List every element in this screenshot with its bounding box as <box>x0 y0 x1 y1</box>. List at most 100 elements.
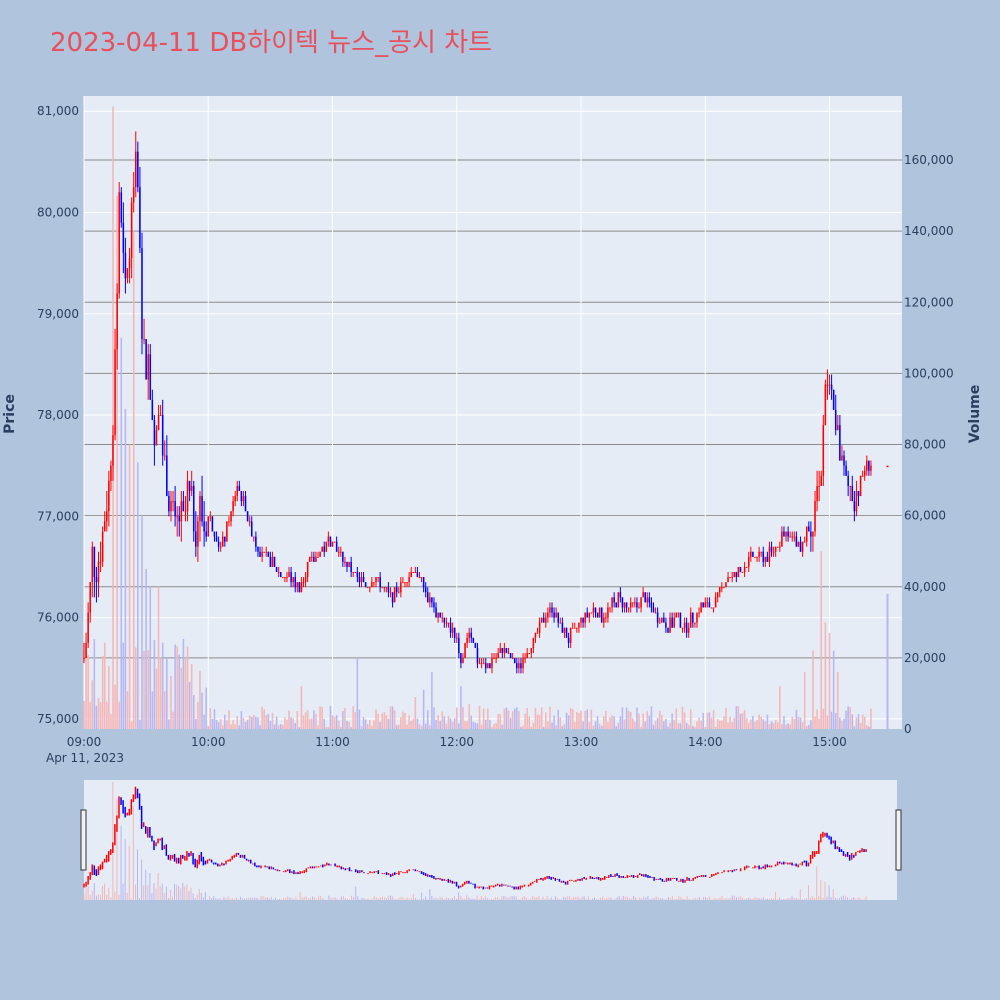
volume-bar <box>716 719 719 729</box>
volume-bar <box>344 708 346 729</box>
slider-volume-bar <box>118 894 120 900</box>
slider-volume-bar <box>202 897 204 900</box>
slider-volume-bar <box>85 884 87 900</box>
volume-bar <box>696 721 698 729</box>
slider-volume-bar <box>252 897 254 900</box>
candle-body <box>93 546 96 578</box>
candle-body <box>290 572 292 583</box>
time-tick-label: 13:00 <box>564 735 599 749</box>
candle-body <box>362 577 365 583</box>
volume-bar <box>228 710 230 729</box>
candle-body <box>435 607 437 618</box>
volume-bar <box>495 723 497 729</box>
volume-bar <box>640 726 642 729</box>
slider-volume-bar <box>279 899 281 900</box>
slider-volume-bar <box>513 895 515 900</box>
volume-bar <box>416 718 419 729</box>
plot-area[interactable] <box>84 96 902 729</box>
volume-bar <box>118 701 120 729</box>
volume-bar <box>346 720 348 729</box>
volume-bar <box>97 697 100 729</box>
range-slider-right-handle[interactable] <box>895 809 902 871</box>
slider-volume-bar <box>390 895 392 900</box>
volume-bar <box>103 642 106 729</box>
candle-body <box>354 572 357 574</box>
candle-body <box>319 551 321 557</box>
slider-volume-bar <box>241 897 243 900</box>
slider-volume-bar <box>554 896 556 900</box>
volume-tick-label: 20,000 <box>904 651 946 665</box>
candle-body <box>789 536 791 538</box>
slider-volume-bar <box>563 896 565 900</box>
volume-bar <box>292 718 294 729</box>
volume-bar <box>859 722 862 729</box>
volume-bar <box>768 723 771 729</box>
time-tick-label: 12:00 <box>439 735 474 749</box>
volume-bar <box>505 707 508 729</box>
volume-bar <box>404 712 406 729</box>
candle-body <box>818 485 820 487</box>
slider-volume-bar <box>762 897 764 900</box>
volume-bar <box>818 718 820 729</box>
slider-volume-bar <box>460 895 462 900</box>
candle-body <box>706 602 709 604</box>
candle-body <box>458 637 460 654</box>
candle-body <box>288 572 290 578</box>
candle-body <box>714 597 717 608</box>
candle-body <box>244 496 247 512</box>
volume-bar <box>269 720 272 729</box>
volume-bar <box>134 647 137 729</box>
range-slider[interactable] <box>80 780 902 900</box>
candle-body <box>445 622 448 624</box>
volume-bar <box>91 680 94 729</box>
slider-volume-bar <box>523 895 525 900</box>
candle-body <box>503 647 506 654</box>
x-axis-date-label: Apr 11, 2023 <box>46 751 124 765</box>
volume-bar <box>230 724 232 729</box>
candle-body <box>667 627 669 633</box>
candle-body <box>814 501 816 532</box>
slider-volume-bar <box>604 898 606 900</box>
range-slider-left-handle[interactable] <box>80 809 87 871</box>
candle-body <box>689 612 692 628</box>
slider-volume-bar <box>276 899 278 900</box>
candle-body <box>638 607 640 609</box>
slider-volume-bar <box>703 896 705 900</box>
volume-bar <box>658 710 661 729</box>
volume-bar <box>468 704 470 729</box>
time-tick-label: 14:00 <box>688 735 723 749</box>
slider-volume-bar <box>270 896 272 900</box>
volume-bar <box>603 716 605 729</box>
candle-body <box>857 490 860 497</box>
volume-bar <box>143 651 145 729</box>
slider-volume-bar <box>396 899 398 900</box>
volume-bar <box>841 720 843 729</box>
slider-volume-bar <box>630 898 632 900</box>
volume-bar <box>735 706 738 729</box>
candle-body <box>275 566 278 573</box>
slider-volume-bar <box>342 896 344 900</box>
range-slider-background[interactable] <box>84 780 897 900</box>
volume-bar <box>791 716 794 729</box>
volume-bar <box>296 711 299 729</box>
volume-bar <box>377 713 379 729</box>
volume-bar <box>712 710 715 729</box>
candle-body <box>211 516 214 532</box>
candle-body <box>279 572 282 578</box>
slider-volume-bar <box>501 896 503 900</box>
slider-volume-bar <box>686 896 688 900</box>
slider-volume-bar <box>213 896 215 900</box>
candle-body <box>443 617 446 623</box>
slider-volume-bar <box>793 897 795 900</box>
slider-volume-bar <box>443 898 445 900</box>
volume-bar <box>646 711 649 729</box>
candle-body <box>737 566 740 578</box>
candle-body <box>516 663 518 669</box>
volume-bar <box>279 724 282 729</box>
candle-body <box>644 592 646 603</box>
volume-bar <box>855 717 858 729</box>
volume-bar <box>638 713 640 729</box>
volume-bar <box>613 716 615 729</box>
candle-body <box>217 541 220 547</box>
